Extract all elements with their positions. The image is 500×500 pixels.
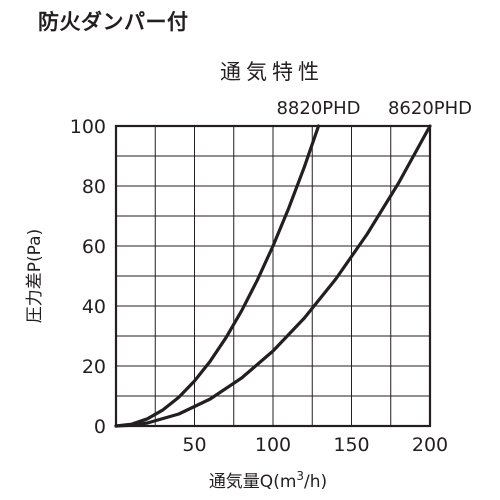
series-labels: 8820PHD 8620PHD (276, 98, 472, 119)
plot-frame (114, 124, 432, 428)
y-axis-title: 圧力差P(Pa) (25, 229, 45, 323)
y-tick-label: 20 (82, 356, 106, 378)
series-curve-8620phd (114, 124, 432, 428)
grid (116, 126, 430, 426)
y-tick-label: 80 (82, 176, 106, 198)
x-tick-label: 50 (182, 434, 206, 456)
series-label-8620phd: 8620PHD (388, 98, 472, 119)
x-tick-label: 150 (333, 434, 369, 456)
y-tick-label: 100 (70, 116, 106, 138)
page-heading: 防火ダンパー付 (38, 10, 189, 34)
series-label-8820phd: 8820PHD (276, 98, 360, 119)
y-tick-label: 40 (82, 296, 106, 318)
curves (114, 124, 432, 428)
y-tick-label: 60 (82, 236, 106, 258)
series-curve-8820phd (114, 124, 321, 428)
tick-labels: 0 20 40 60 80 100 50 100 150 200 (70, 116, 448, 456)
x-tick-label: 100 (255, 434, 291, 456)
y-tick-label: 0 (94, 416, 106, 438)
x-tick-label: 200 (412, 434, 448, 456)
chart-title: 通気特性 (220, 60, 324, 84)
x-axis-title: 通気量Q(m3/h) (209, 469, 327, 492)
